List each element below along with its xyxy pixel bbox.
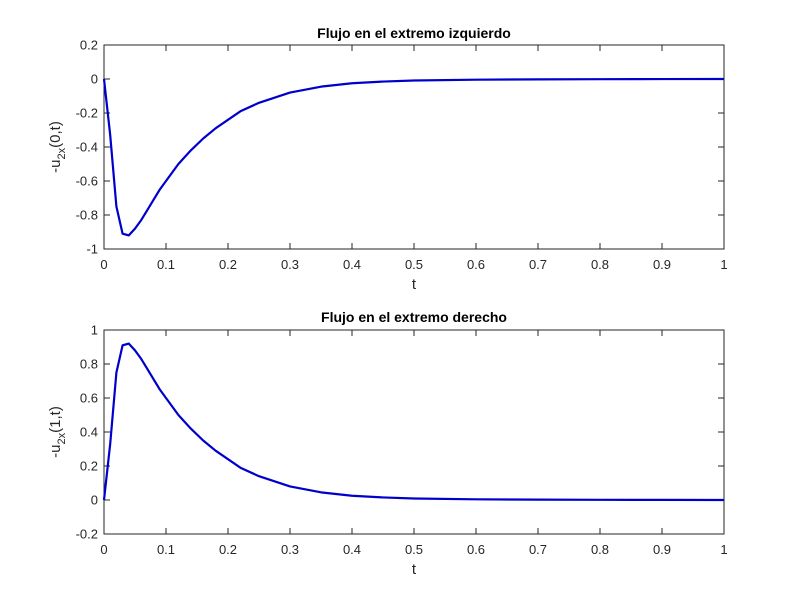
subplot-2-axes: 0 0.1 0.2 0.3 0.4 0.5 0.6 0.7 0.8 0.9 1-0.200.20.4… — [76, 323, 728, 558]
x-tick-label: 0.6 — [467, 257, 485, 272]
y-tick-label: -0.4 — [76, 140, 98, 155]
x-tick-label: 0.1 — [157, 257, 175, 272]
subplot-2-ylabel-prefix: -u — [47, 444, 64, 457]
subplot-1-ticks: 0 0.1 0.2 0.3 0.4 0.5 0.6 0.7 0.8 0.9 1 -1 -0.8 -0.6 -… — [76, 38, 728, 273]
subplot-2-xlabel: t — [412, 561, 417, 578]
x-tick-label: 0.5 — [405, 257, 423, 272]
subplot-1-axes-box — [103, 44, 725, 250]
x-tick-label: 0 — [100, 542, 107, 557]
subplot-2-series-line — [102, 342, 725, 502]
x-tick-label: 1 — [720, 542, 727, 557]
x-tick-label: 0.7 — [529, 257, 547, 272]
subplot-right-flux: Flujo en el extremo derecho 0 0.1 0.2 0.3 0.… — [47, 309, 728, 578]
y-tick-label: -0.2 — [76, 106, 98, 121]
x-tick-label: 0.9 — [653, 542, 671, 557]
subplot-left-flux: Flujo en el extremo izquierdo 0 0.1 0.2 0.3… — [47, 25, 728, 293]
x-tick-label: 0.5 — [405, 542, 423, 557]
x-tick-label: 0.6 — [467, 542, 485, 557]
y-tick-label: 0 — [91, 72, 98, 87]
x-tick-label: 0.4 — [343, 542, 361, 557]
subplot-2-title: Flujo en el extremo derecho — [321, 309, 507, 325]
subplot-1-ylabel-suffix: (0,t) — [47, 121, 64, 148]
subplot-1-xlabel: t — [412, 276, 417, 293]
x-tick-label: 0.9 — [653, 257, 671, 272]
x-tick-label: 0.2 — [219, 542, 237, 557]
subplot-2-ylabel-subscript: 2x — [56, 432, 68, 444]
x-tick-label: 0.1 — [157, 542, 175, 557]
y-tick-label: -0.6 — [76, 174, 98, 189]
subplot-1-axes: 0 0.1 0.2 0.3 0.4 0.5 0.6 0.7 0.8 0.9 1 -1 -0.8 -0.6 -… — [76, 38, 728, 273]
y-tick-label: 0 — [91, 493, 98, 508]
y-tick-label: 0.4 — [80, 425, 98, 440]
subplot-1-series-line — [102, 77, 725, 237]
x-tick-label: 0.2 — [219, 257, 237, 272]
subplot-1-ylabel-prefix: -u — [47, 159, 64, 172]
x-tick-label: 0.8 — [591, 542, 609, 557]
x-tick-label: 0.8 — [591, 257, 609, 272]
subplot-1-title: Flujo en el extremo izquierdo — [317, 25, 511, 41]
subplot-1-ylabel-subscript: 2x — [56, 147, 68, 159]
x-tick-label: 0.4 — [343, 257, 361, 272]
y-tick-label: 0.2 — [80, 38, 98, 53]
subplot-2-ylabel-suffix: (1,t) — [47, 406, 64, 433]
y-tick-label: -1 — [86, 242, 98, 257]
x-tick-label: 1 — [720, 257, 727, 272]
x-tick-label: 0.3 — [281, 257, 299, 272]
y-tick-label: 0.6 — [80, 391, 98, 406]
x-tick-label: 0.7 — [529, 542, 547, 557]
subplot-2-ticks: 0 0.1 0.2 0.3 0.4 0.5 0.6 0.7 0.8 0.9 1-0.200.20.4… — [76, 323, 728, 558]
y-tick-label: -0.8 — [76, 208, 98, 223]
x-tick-label: 0 — [100, 257, 107, 272]
x-tick-label: 0.3 — [281, 542, 299, 557]
subplot-2-ylabel: -u2x(1,t) — [47, 406, 68, 458]
y-tick-label: 0.8 — [80, 357, 98, 372]
y-tick-label: 0.2 — [80, 459, 98, 474]
y-tick-label: 1 — [91, 323, 98, 338]
subplot-1-ylabel: -u2x(0,t) — [47, 121, 68, 173]
y-tick-label: -0.2 — [76, 527, 98, 542]
subplot-2-axes-box — [103, 329, 725, 535]
